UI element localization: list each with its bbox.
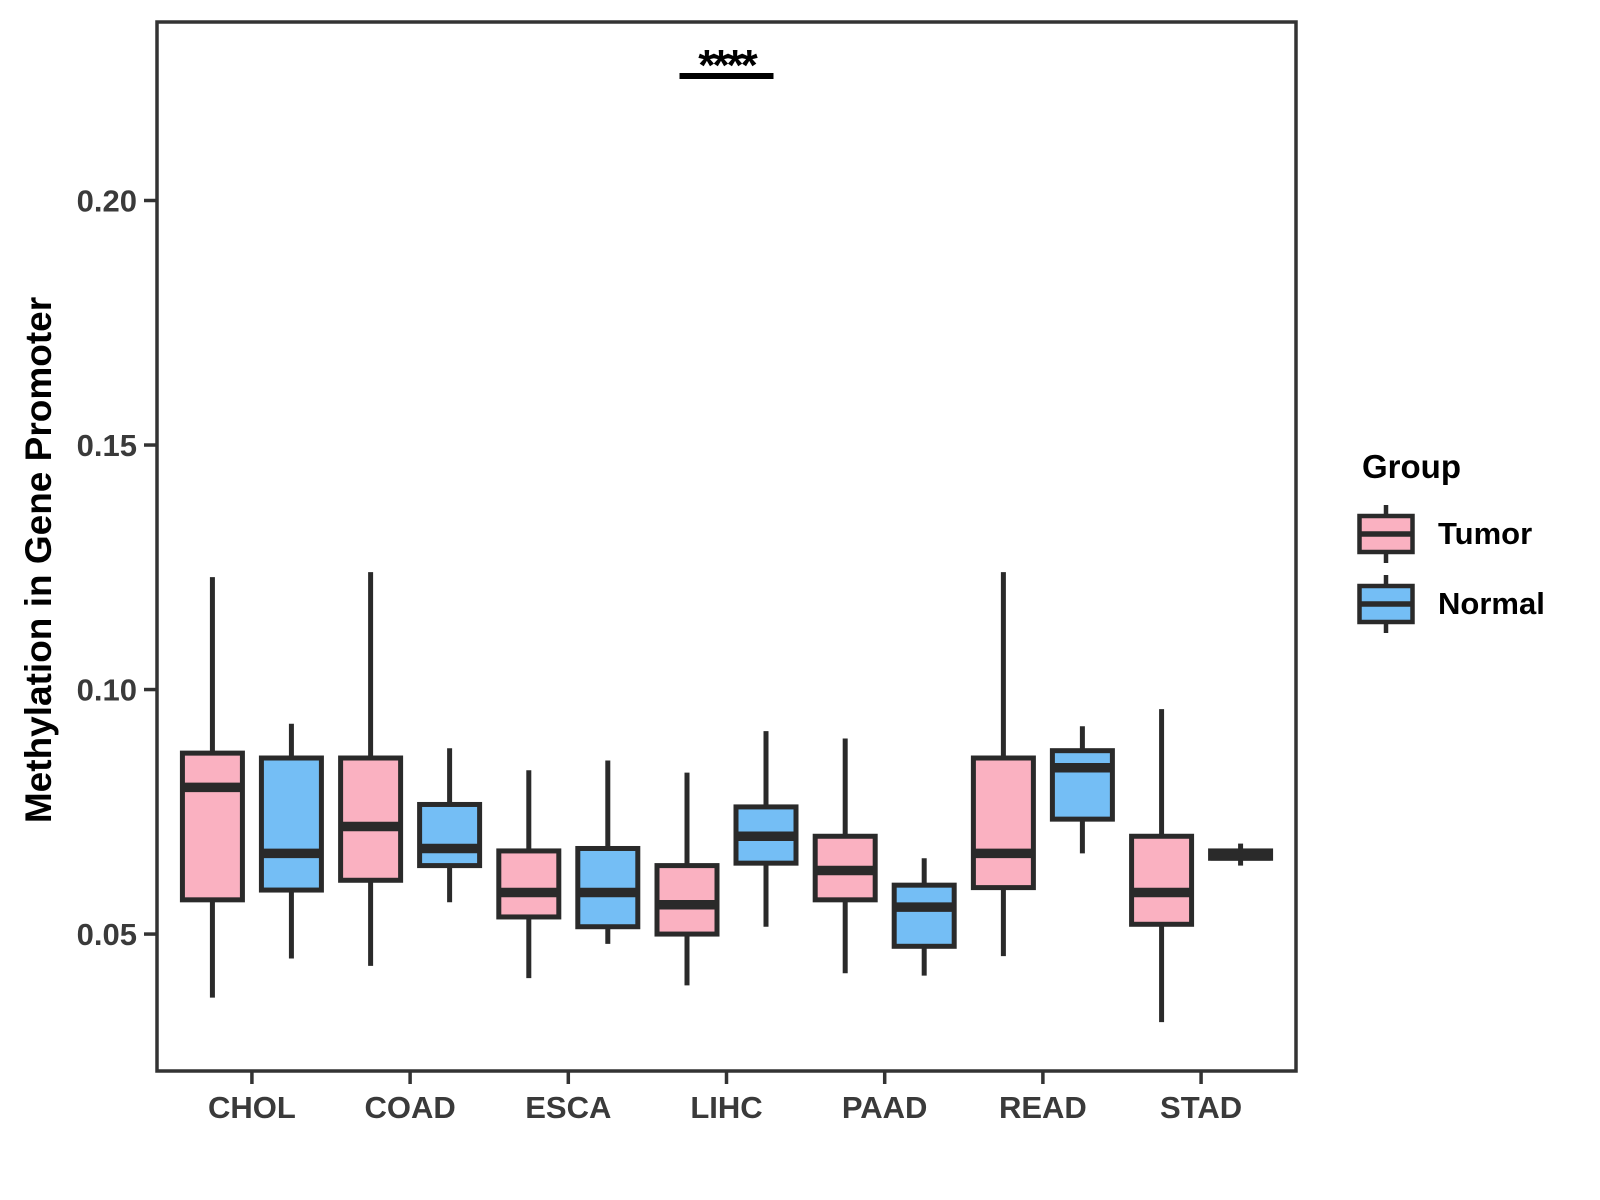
significance-label: **** — [698, 41, 758, 90]
box-normal-esca-iqr — [575, 845, 641, 930]
y-tick-label: 0.10 — [77, 673, 137, 708]
x-tick-label-stad: STAD — [1160, 1090, 1242, 1125]
legend-title: Group — [1362, 448, 1461, 485]
box-normal-read-iqr — [1049, 748, 1115, 822]
box-tumor-stad-iqr — [1129, 833, 1195, 927]
normal-key-glyph — [1357, 575, 1415, 633]
box-tumor-esca-iqr — [496, 848, 562, 920]
tumor-key-glyph — [1357, 505, 1415, 563]
box-tumor-coad-iqr — [338, 755, 404, 883]
x-tick-label-coad: COAD — [364, 1090, 455, 1125]
y-tick-label: 0.15 — [77, 428, 137, 463]
legend-item-tumor: Tumor — [1356, 502, 1545, 566]
box-tumor-chol-iqr — [179, 750, 245, 903]
legend: Group Tumor Normal — [1356, 448, 1545, 642]
legend-item-normal: Normal — [1356, 572, 1545, 636]
legend-label-tumor: Tumor — [1438, 516, 1533, 551]
panel-border — [155, 20, 1298, 1073]
box-tumor-lihc-iqr — [654, 863, 720, 937]
significance-underline — [679, 73, 774, 79]
y-axis-title: Methylation in Gene Promoter — [18, 296, 59, 824]
x-tick-label-lihc: LIHC — [690, 1090, 762, 1125]
x-tick-label-paad: PAAD — [842, 1090, 928, 1125]
x-tick-label-chol: CHOL — [208, 1090, 296, 1125]
box-normal-chol-iqr — [258, 755, 324, 893]
legend-label-normal: Normal — [1438, 586, 1545, 621]
x-tick-label-read: READ — [999, 1090, 1087, 1125]
box-normal-paad-iqr — [891, 882, 957, 949]
y-tick-label: 0.20 — [77, 184, 137, 219]
box-normal-coad-iqr — [417, 801, 483, 869]
y-tick-label: 0.05 — [77, 917, 137, 952]
box-tumor-read-iqr — [970, 755, 1036, 891]
x-tick-label-esca: ESCA — [525, 1090, 611, 1125]
